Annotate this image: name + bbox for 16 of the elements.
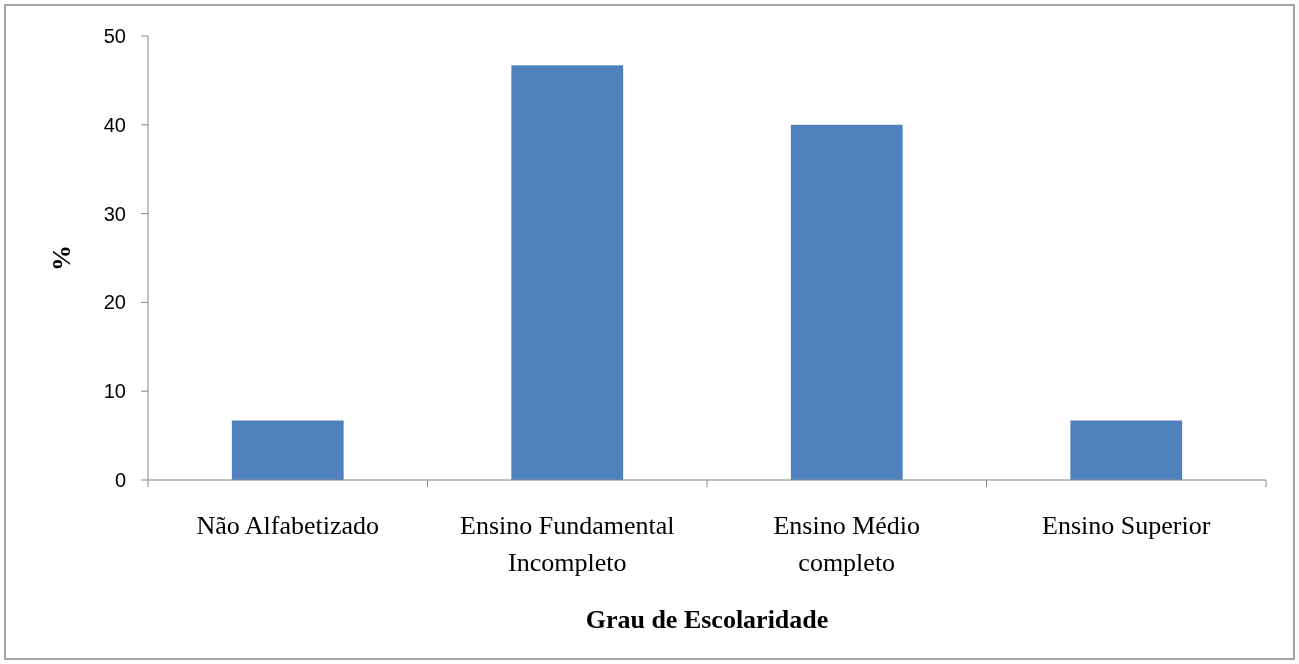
bar xyxy=(1070,420,1183,480)
y-tick-label: 20 xyxy=(103,291,126,314)
x-axis-title: Grau de Escolaridade xyxy=(585,605,829,634)
y-tick-label: 10 xyxy=(103,380,126,403)
y-tick-label: 50 xyxy=(103,25,126,47)
y-tick-label: 30 xyxy=(103,202,126,225)
x-tick-label: Ensino Superior xyxy=(1042,511,1211,540)
y-tick-label: 0 xyxy=(114,469,126,491)
bar xyxy=(790,124,903,480)
bar xyxy=(511,65,624,480)
bar xyxy=(231,420,344,480)
x-tick-label: Não Alfabetizado xyxy=(196,511,380,540)
x-tick-label: Ensino Médio completo xyxy=(773,511,921,577)
y-axis-title: % xyxy=(47,245,76,271)
y-tick-label: 40 xyxy=(103,113,126,136)
x-tick-label: Ensino Fundamental Incompleto xyxy=(460,511,675,577)
